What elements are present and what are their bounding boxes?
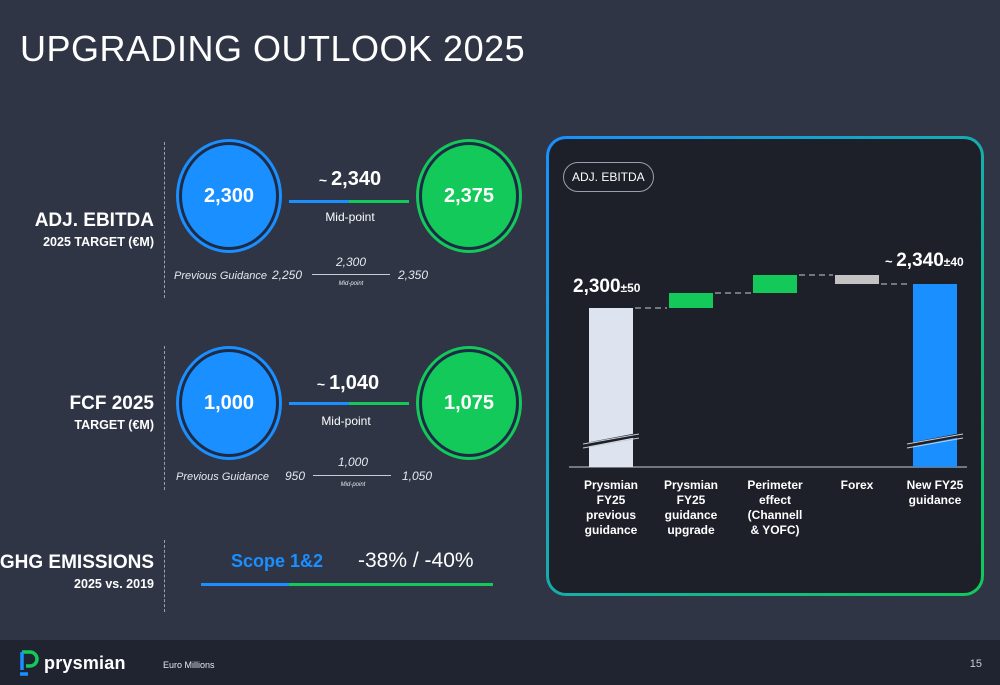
fcf-mid-number: 1,040: [329, 372, 380, 394]
fcf-prev-low: 950: [285, 469, 306, 483]
ebitda-separator: [164, 142, 165, 298]
axis-break-line-end-1: [906, 433, 964, 445]
bar-step-2: [753, 275, 797, 293]
axis-break-line-start-2: [582, 437, 640, 449]
ebitda-mid-number: 2,340: [331, 168, 382, 190]
fcf-mid-label: Mid-point: [321, 414, 371, 428]
axis-break-line-start-1: [582, 433, 640, 445]
start-value-label: 2,300±50: [573, 276, 641, 297]
bar-step-1: [669, 293, 713, 308]
end-value-label: ~ 2,340±40: [885, 250, 964, 271]
fcf-prev-line: [313, 475, 391, 476]
ebitda-prev-low: 2,250: [272, 268, 303, 282]
ebitda-low-circle: 2,300: [179, 142, 279, 250]
ghg-label-block: GHG EMISSIONS 2025 vs. 2019: [0, 552, 154, 591]
ebitda-prev-high: 2,350: [398, 268, 429, 282]
ghg-scope: Scope 1&2: [231, 551, 324, 571]
footer: prysmian Euro Millions 15: [0, 640, 1000, 685]
brand-logo-text: prysmian: [44, 652, 126, 673]
ebitda-mid-line: [289, 200, 409, 203]
fcf-sublabel: TARGET (€M): [74, 418, 154, 432]
fcf-prev-mid-label: Mid-point: [340, 482, 366, 488]
brand-logo: prysmian: [18, 648, 126, 678]
category-label-1: Prysmian FY25 previous guidance: [584, 478, 638, 537]
fcf-prev-label: Previous Guidance: [176, 471, 269, 483]
waterfall-chart: 2,300±50 ~ 2,340±40 Prysmian FY25 previous gu…: [569, 250, 967, 537]
fcf-label-block: FCF 2025 TARGET (€M): [70, 393, 154, 432]
fcf-mid-line: [289, 402, 409, 405]
page-number: 15: [969, 658, 982, 670]
ebitda-prev-mid: 2,300: [335, 255, 367, 269]
ghg-sublabel: 2025 vs. 2019: [74, 577, 154, 591]
ebitda-label: ADJ. EBITDA: [34, 210, 154, 231]
units-note: Euro Millions: [163, 660, 215, 670]
ebitda-chart-panel: ADJ. EBITDA 2,300±50 ~ 2,340±40 Prysmian FY…: [546, 136, 984, 596]
fcf-high-circle: 1,075: [419, 349, 519, 457]
fcf-label: FCF 2025: [69, 393, 154, 414]
chart-title-pill: ADJ. EBITDA: [563, 162, 654, 192]
fcf-prev-high: 1,050: [402, 469, 433, 483]
ebitda-label-block: ADJ. EBITDA 2025 TARGET (€M): [35, 210, 154, 249]
fcf-mid-value: ~1,040: [298, 372, 398, 395]
bar-step-3: [835, 275, 879, 284]
ebitda-prev-line: [312, 274, 390, 275]
fcf-tilde: ~: [316, 376, 326, 392]
ebitda-sublabel: 2025 TARGET (€M): [43, 235, 154, 249]
ghg-line: [201, 583, 493, 586]
prysmian-logo-icon: [20, 650, 39, 676]
ebitda-tilde: ~: [318, 172, 328, 188]
category-label-4: Forex: [841, 478, 874, 492]
ebitda-prev-mid-label: Mid-point: [338, 281, 364, 287]
category-label-3: Perimeter effect (Channell & YOFC): [747, 478, 803, 537]
ghg-separator: [164, 540, 165, 612]
category-label-2: Prysmian FY25 guidance upgrade: [664, 478, 718, 537]
fcf-separator: [164, 346, 165, 490]
page-title: UPGRADING OUTLOOK 2025: [20, 28, 526, 69]
category-label-5: New FY25 guidance: [907, 478, 964, 507]
ghg-label: GHG EMISSIONS: [0, 552, 154, 573]
fcf-prev-mid: 1,000: [337, 455, 369, 469]
ebitda-mid-label: Mid-point: [325, 210, 375, 224]
ebitda-chart-panel-inner: ADJ. EBITDA 2,300±50 ~ 2,340±40 Prysmian FY…: [549, 139, 981, 593]
axis-break-line-end-2: [906, 437, 964, 449]
ebitda-prev-label: Previous Guidance: [174, 270, 267, 282]
ebitda-high-circle: 2,375: [419, 142, 519, 250]
ebitda-mid-value: ~2,340: [300, 168, 400, 191]
ghg-value: -38% / -40%: [358, 549, 474, 572]
fcf-low-circle: 1,000: [179, 349, 279, 457]
